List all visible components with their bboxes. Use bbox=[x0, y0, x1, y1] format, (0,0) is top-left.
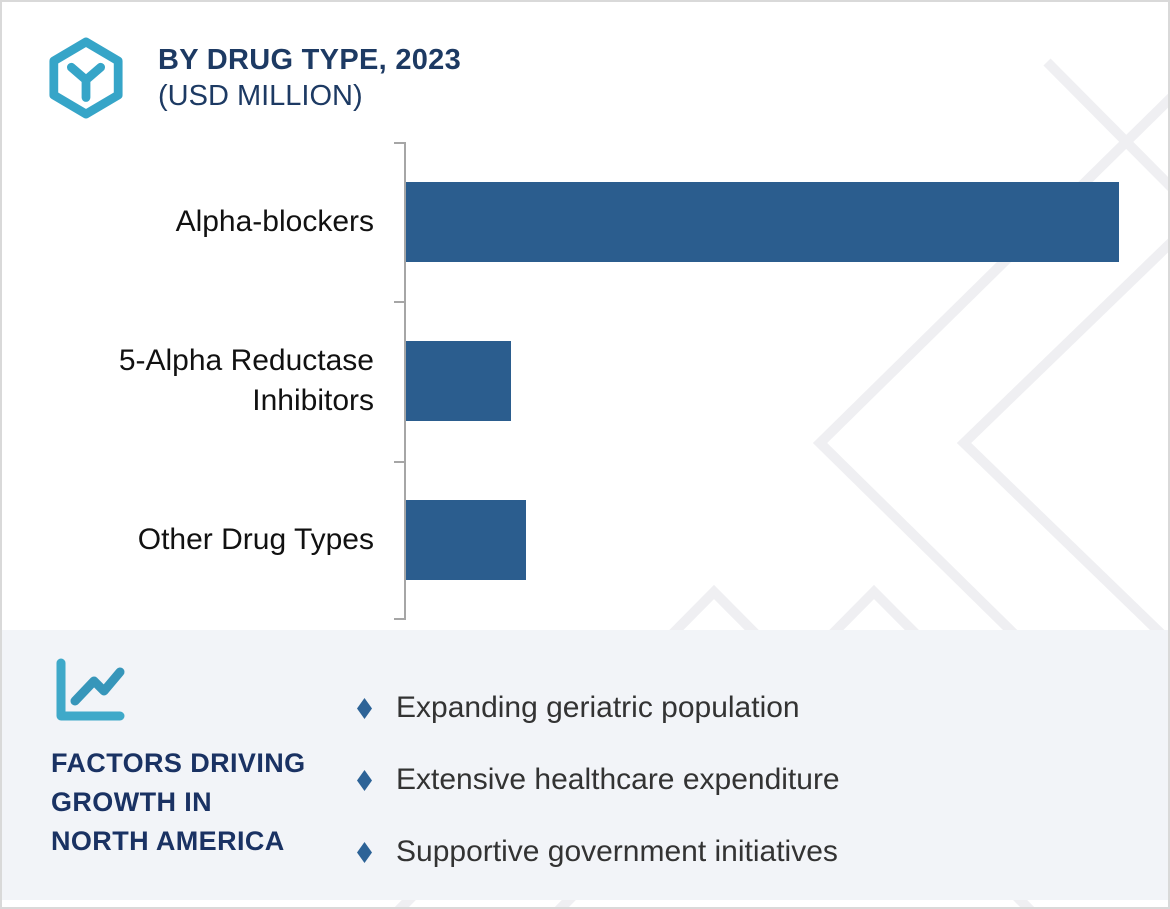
factor-text: Extensive healthcare expenditure bbox=[396, 763, 840, 796]
chart-subtitle: (USD MILLION) bbox=[158, 80, 363, 112]
factors-panel: FACTORS DRIVING GROWTH IN NORTH AMERICA … bbox=[2, 630, 1168, 900]
category-label: Alpha-blockers bbox=[175, 204, 374, 238]
diamond-bullet-icon bbox=[357, 841, 372, 863]
bar-chart: Alpha-blockers 5-Alpha Reductase Inhibito… bbox=[2, 142, 1168, 620]
factor-item: Extensive healthcare expenditure bbox=[357, 760, 840, 800]
chart-title-block: BY DRUG TYPE, 2023 (USD MILLION) bbox=[158, 37, 461, 114]
factor-text: Supportive government initiatives bbox=[396, 835, 838, 868]
category-label: Other Drug Types bbox=[137, 523, 374, 557]
chart-title: BY DRUG TYPE, 2023 bbox=[158, 44, 462, 76]
header: BY DRUG TYPE, 2023 (USD MILLION) bbox=[47, 37, 461, 119]
line-chart-icon bbox=[56, 658, 125, 721]
factor-item: Supportive government initiatives bbox=[357, 832, 840, 872]
bar bbox=[406, 500, 526, 580]
factor-item: Expanding geriatric population bbox=[357, 688, 840, 728]
bar bbox=[406, 182, 1119, 262]
factors-bullet-list: Expanding geriatric population Extensive … bbox=[357, 688, 840, 872]
factor-text: Expanding geriatric population bbox=[396, 691, 800, 724]
axis-tick bbox=[394, 618, 404, 620]
diamond-bullet-icon bbox=[357, 697, 372, 719]
bar bbox=[406, 341, 511, 421]
y-axis-line bbox=[404, 142, 406, 620]
category-label: 5-Alpha Reductase Inhibitors bbox=[118, 343, 374, 417]
factors-heading: FACTORS DRIVING GROWTH IN NORTH AMERICA bbox=[51, 748, 306, 856]
hexagon-cube-icon bbox=[49, 37, 123, 119]
axis-tick bbox=[394, 142, 404, 144]
axis-tick bbox=[394, 301, 404, 303]
diamond-bullet-icon bbox=[357, 769, 372, 791]
axis-tick bbox=[394, 461, 404, 463]
